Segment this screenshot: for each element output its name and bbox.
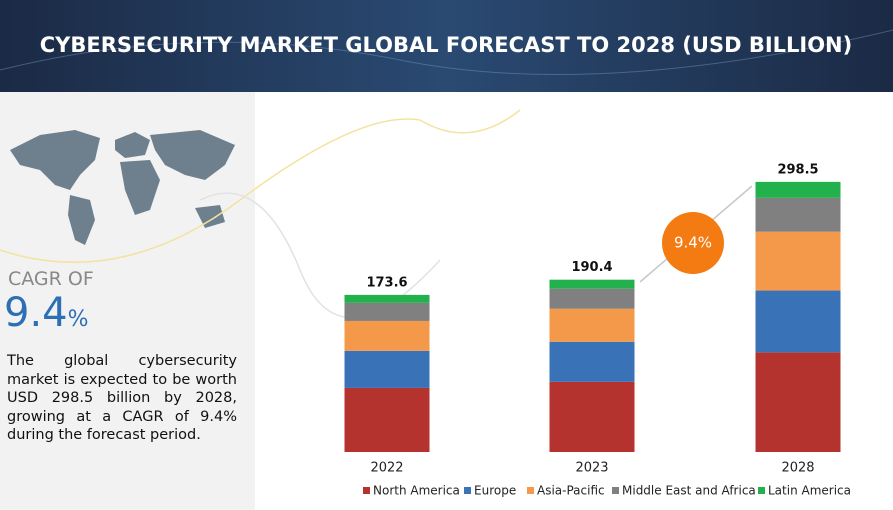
bar-segment bbox=[755, 352, 841, 452]
total-label: 298.5 bbox=[777, 162, 818, 177]
bar-segment bbox=[549, 288, 635, 309]
bar-segment bbox=[344, 302, 430, 321]
legend-label: North America bbox=[373, 484, 460, 498]
bar-segment bbox=[344, 320, 430, 351]
bar-segment bbox=[549, 341, 635, 382]
bar-segment bbox=[755, 181, 841, 198]
bar-segment bbox=[755, 197, 841, 232]
legend-swatch bbox=[464, 487, 471, 494]
cagr-value: 9.4% bbox=[4, 290, 89, 336]
bar-segment bbox=[549, 279, 635, 289]
world-map bbox=[10, 130, 235, 245]
decorative-curve bbox=[0, 109, 521, 264]
legend-label: Middle East and Africa bbox=[622, 484, 756, 498]
description: The global cybersecurity market is expec… bbox=[7, 353, 237, 443]
cagr-label: CAGR OF bbox=[8, 268, 94, 290]
total-label: 190.4 bbox=[571, 260, 612, 275]
bar-segment bbox=[344, 294, 430, 303]
legend-swatch bbox=[612, 487, 619, 494]
bar-segment bbox=[344, 350, 430, 388]
legend-swatch bbox=[527, 487, 534, 494]
bar-segment bbox=[344, 387, 430, 452]
cagr-unit: % bbox=[67, 307, 89, 332]
x-tick-label: 2028 bbox=[781, 461, 814, 476]
x-tick-label: 2022 bbox=[370, 461, 403, 476]
x-tick-label: 2023 bbox=[575, 461, 608, 476]
legend-label: Asia-Pacific bbox=[537, 484, 605, 498]
legend-label: Europe bbox=[474, 484, 516, 498]
legend-swatch bbox=[363, 487, 370, 494]
bar-segment bbox=[549, 308, 635, 342]
header-title: CYBERSECURITY MARKET GLOBAL FORECAST TO … bbox=[40, 33, 852, 57]
header-decoration bbox=[0, 29, 893, 76]
growth-bubble bbox=[662, 212, 724, 274]
bar-segment bbox=[549, 381, 635, 452]
legend-label: Latin America bbox=[768, 484, 851, 498]
bar-segment bbox=[755, 231, 841, 291]
growth-label: 9.4% bbox=[674, 234, 712, 252]
header-band bbox=[0, 0, 893, 92]
legend-swatch bbox=[758, 487, 765, 494]
cagr-number: 9.4 bbox=[4, 290, 68, 336]
total-label: 173.6 bbox=[366, 275, 407, 290]
bar-segment bbox=[755, 290, 841, 353]
